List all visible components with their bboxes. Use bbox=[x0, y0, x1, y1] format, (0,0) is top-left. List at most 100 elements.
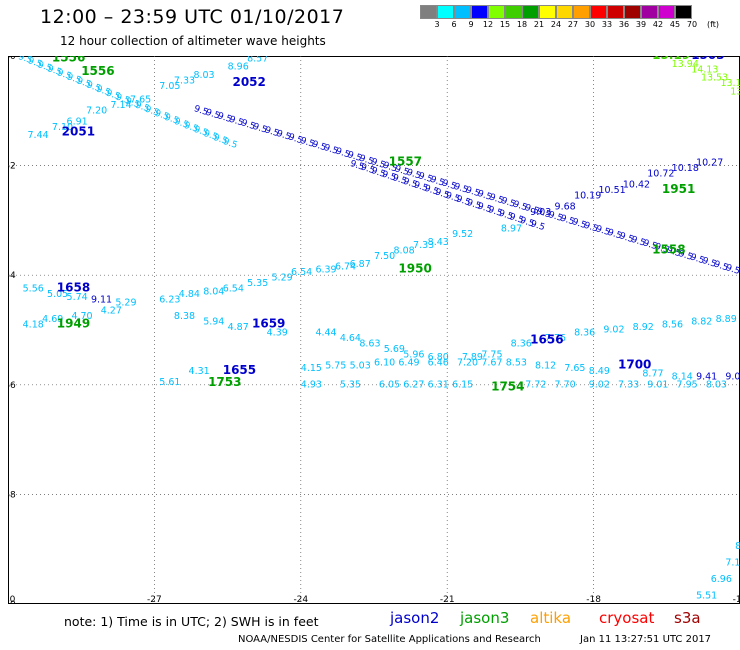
track-dense-mark: 9.5 bbox=[464, 185, 481, 199]
swh-value: 7.50 bbox=[374, 251, 395, 262]
colorbar-label: 15 bbox=[499, 20, 511, 29]
track-dense-mark: 9.5 bbox=[212, 133, 229, 147]
colorbar-swatch bbox=[488, 5, 505, 19]
track-time-label: 1558 bbox=[652, 242, 685, 256]
swh-value: 8.89 bbox=[716, 314, 737, 325]
track-dense-mark: 9.5 bbox=[75, 76, 92, 90]
colorbar-label: 12 bbox=[482, 20, 494, 29]
swh-value: 6.96 bbox=[711, 574, 732, 585]
swh-value: 6.49 bbox=[398, 358, 419, 369]
colorbar-label: 36 bbox=[618, 20, 630, 29]
lat-tick-label: -68 bbox=[8, 490, 16, 500]
colorbar-swatch bbox=[556, 5, 573, 19]
track-dense-mark: 9.5 bbox=[358, 154, 375, 168]
track-dense-mark: 9.5 bbox=[56, 68, 73, 82]
track-dense-mark: 9.5 bbox=[391, 173, 408, 187]
swh-value: 7.05 bbox=[159, 81, 180, 92]
track-dense-mark: 9.5 bbox=[240, 118, 257, 132]
swh-value: 4.84 bbox=[179, 289, 200, 300]
colorbar-swatch bbox=[539, 5, 556, 19]
swh-value: 8.12 bbox=[535, 360, 556, 371]
swh-value: 8.77 bbox=[642, 369, 663, 380]
swh-value: 5.29 bbox=[272, 273, 293, 284]
lat-tick-label: -70 bbox=[8, 600, 16, 604]
credit-text: NOAA/NESDIS Center for Satellite Applica… bbox=[238, 634, 541, 645]
lat-tick-label: -62 bbox=[8, 162, 16, 172]
swh-value: 9.52 bbox=[452, 229, 473, 240]
swh-value: 8.36 bbox=[511, 338, 532, 349]
colorbar-swatch bbox=[675, 5, 692, 19]
swh-value: 8.63 bbox=[359, 338, 380, 349]
swh-value: 13.53 bbox=[701, 73, 728, 84]
track-dense-mark: 9.5 bbox=[334, 147, 351, 161]
lon-tick-label: -24 bbox=[293, 595, 308, 604]
track-dense-mark: 9.5 bbox=[429, 175, 446, 189]
track-dense-mark: 9.5 bbox=[453, 182, 470, 196]
swh-value: 6.39 bbox=[315, 264, 336, 275]
lon-tick-label: -21 bbox=[440, 595, 455, 604]
swh-value: 8.43 bbox=[428, 237, 449, 248]
swh-value: 9.06 bbox=[725, 371, 740, 382]
colorbar-label: 45 bbox=[669, 20, 681, 29]
swh-value: 10.19 bbox=[574, 190, 601, 201]
swh-value: 8.92 bbox=[633, 322, 654, 333]
swh-value: 8.57 bbox=[247, 56, 268, 64]
track-dense-mark: 9.5 bbox=[114, 93, 131, 107]
track-dense-mark: 9.5 bbox=[654, 242, 671, 256]
swh-value: 8.14 bbox=[672, 371, 693, 382]
track-dense-mark: 9.5 bbox=[323, 143, 340, 157]
swh-value: 8.08 bbox=[394, 245, 415, 256]
swh-value: 7.33 bbox=[618, 380, 639, 391]
swh-colorbar bbox=[420, 5, 692, 19]
track-time-label: 15.19 bbox=[652, 56, 690, 62]
swh-value: 14.13 bbox=[691, 64, 718, 75]
swh-value: 5.75 bbox=[325, 360, 346, 371]
colorbar-labels: 3 6 9 12 15 18 21 24 27 30 33 36 39 42 45 70 (ft) bbox=[420, 20, 740, 32]
lon-tick-label: -18 bbox=[586, 595, 601, 604]
swh-value: 5.05 bbox=[47, 289, 68, 300]
swh-value: 7.65 bbox=[564, 363, 585, 374]
track-dense-mark: 9.5 bbox=[263, 125, 280, 139]
track-dense-mark: 9.5 bbox=[163, 113, 180, 127]
swh-value: 7.65 bbox=[130, 95, 151, 106]
generated-timestamp: Jan 11 13:27:51 UTC 2017 bbox=[580, 634, 712, 645]
swh-value: 10.18 bbox=[672, 163, 699, 174]
colorbar-swatch bbox=[607, 5, 624, 19]
swh-value: 6.74 bbox=[335, 262, 356, 273]
track-dense-mark: 9.5 bbox=[346, 150, 363, 164]
track-dense-mark: 9.5 bbox=[519, 216, 536, 230]
swh-value: 7.14 bbox=[110, 100, 131, 111]
swh-value: 10.72 bbox=[647, 169, 674, 180]
track-dense-mark: 9.5 bbox=[444, 191, 461, 205]
swh-value: 4.70 bbox=[71, 311, 92, 322]
colorbar-swatch bbox=[437, 5, 454, 19]
lat-tick-label: -66 bbox=[8, 381, 16, 391]
colorbar-label: 18 bbox=[516, 20, 528, 29]
track-time-label: 1656 bbox=[530, 333, 563, 347]
swh-value: 7.33 bbox=[413, 240, 434, 251]
swh-value: 9.02 bbox=[589, 380, 610, 391]
swh-value: 5.94 bbox=[203, 317, 224, 328]
track-dense-mark: 9.5 bbox=[27, 56, 44, 70]
swh-value: 4.31 bbox=[189, 366, 210, 377]
swh-value: 7.20 bbox=[86, 106, 107, 117]
track-dense-mark: 9.5 bbox=[618, 231, 635, 245]
swh-value: 5.61 bbox=[159, 377, 180, 388]
track-dense-mark: 9.5 bbox=[228, 115, 245, 129]
swh-value: 6.91 bbox=[67, 117, 88, 128]
colorbar-label: 27 bbox=[567, 20, 579, 29]
swh-value: 4.93 bbox=[301, 380, 322, 391]
swh-value: 4.87 bbox=[228, 322, 249, 333]
track-dense-mark: 9.5 bbox=[665, 245, 682, 259]
swh-value: 9.01 bbox=[647, 380, 668, 391]
lon-tick-label: -30 bbox=[8, 595, 16, 604]
track-dense-mark: 9.5 bbox=[275, 129, 292, 143]
swh-value: 5.69 bbox=[384, 344, 405, 355]
swh-value: 9.68 bbox=[555, 201, 576, 212]
track-dense-mark: 9.5 bbox=[535, 207, 552, 221]
legend-jason2: jason2 bbox=[390, 609, 440, 627]
track-time-label: 1659 bbox=[252, 316, 285, 330]
track-dense-mark: 9.5 bbox=[66, 72, 83, 86]
swh-value: 9.11 bbox=[91, 295, 112, 306]
track-dense-mark: 9.5 bbox=[105, 88, 122, 102]
